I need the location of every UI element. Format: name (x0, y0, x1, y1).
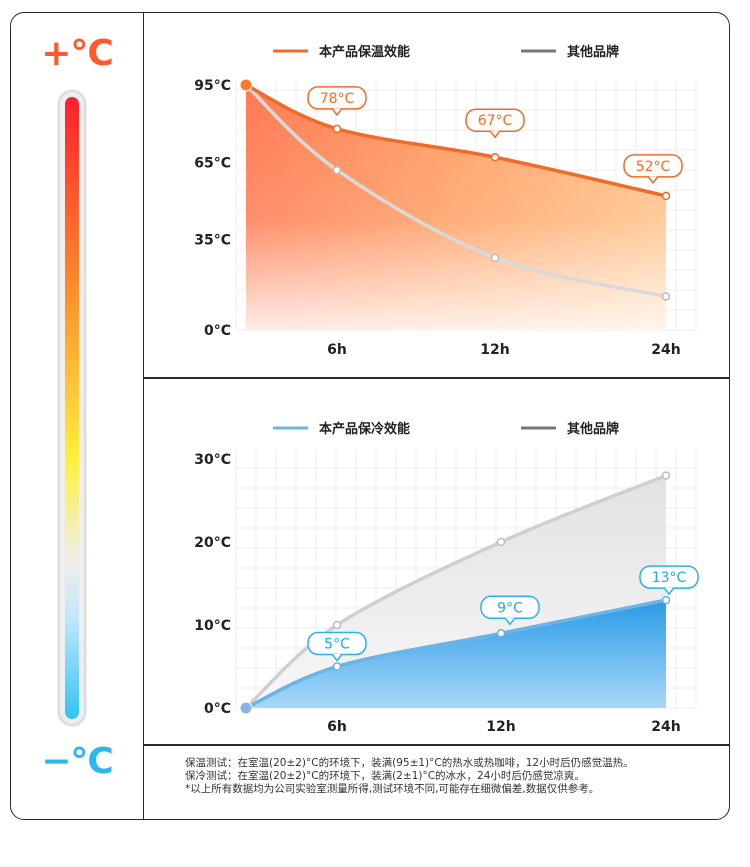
callout-2: 67°C (465, 108, 525, 139)
note-line-disclaimer: *以上所有数据均为公司实验室测量所得,测试环境不同,可能存在细微偏差,数据仅供参… (185, 783, 600, 795)
callout-1: 78°C (307, 86, 367, 117)
thermometer-panel: +°C −°C (11, 13, 144, 819)
callout-label: 5°C (324, 637, 350, 653)
y-tick-label: 35°C (194, 233, 231, 249)
callout-label: 13°C (652, 570, 687, 586)
area-fade (246, 85, 666, 330)
callout-label: 78°C (320, 91, 355, 107)
cold-lines (244, 473, 668, 710)
callout-3: 52°C (623, 154, 683, 185)
area-product (246, 600, 666, 708)
hot-label: +°C (41, 33, 114, 74)
callout-pointer (504, 617, 516, 626)
data-point-product (490, 152, 500, 162)
data-point-other-brand (332, 620, 342, 630)
callout-3: 13°C (639, 565, 699, 596)
test-notes: 保温测试：在室温(20±2)°C的环境下，装满(95±1)°C的热水或热咖啡，1… (185, 757, 725, 796)
series-line-product (244, 83, 668, 198)
callout-pointer (489, 130, 501, 139)
data-point-product (661, 595, 671, 605)
series-line-other-brand (244, 473, 668, 710)
heat-callouts: 78°C 67°C 52°C (307, 86, 683, 185)
note-line-cold: 保冷测试：在室温(20±2)°C的环境下，装满(2±1)°C的冰水，24小时后仍… (185, 770, 585, 782)
cold-legend: 本产品保冷效能 其他品牌 (273, 421, 619, 437)
chart-divider (143, 377, 729, 379)
callout-1: 5°C (307, 631, 367, 662)
heat-retention-chart: 78°C 67°C 52°C 0°C 35°C 65°C 95°C 6h 12h 24h 本产品… (194, 44, 697, 358)
data-point-other-brand (661, 292, 671, 301)
y-tick-label: 0°C (204, 323, 231, 339)
legend-label-product: 本产品保冷效能 (319, 421, 410, 437)
callout-label: 52°C (636, 159, 671, 175)
note-line-heat: 保温测试：在室温(20±2)°C的环境下，装满(95±1)°C的热水或热咖啡，1… (185, 757, 634, 769)
legend-label-other-brand: 其他品牌 (567, 44, 619, 60)
cold-retention-chart: 5°C 9°C 13°C 0°C 10°C 20°C 30°C 6h 12h 24h 本产品保冷… (194, 421, 699, 735)
data-point-other-brand (661, 471, 671, 480)
data-point-start (239, 78, 253, 92)
thermometer-bar (58, 90, 86, 726)
data-point-product (496, 629, 506, 638)
heat-lines (244, 83, 668, 299)
heat-legend: 本产品保温效能 其他品牌 (273, 44, 619, 60)
data-point-other-brand (490, 253, 500, 263)
y-tick-label: 10°C (194, 618, 231, 634)
y-tick-label: 95°C (194, 78, 231, 94)
legend-label-other-brand: 其他品牌 (567, 421, 619, 437)
data-point-product (332, 124, 342, 134)
data-point-other-brand (496, 537, 506, 547)
thermometer-gradient (65, 97, 79, 719)
heat-points (239, 78, 671, 301)
series-line-other-brand (244, 83, 668, 299)
cold-axes: 0°C 10°C 20°C 30°C 6h 12h 24h (194, 452, 680, 735)
y-tick-label: 65°C (194, 155, 231, 171)
notes-divider (143, 744, 729, 746)
y-tick-label: 20°C (194, 535, 231, 551)
x-tick-label: 6h (327, 342, 347, 358)
heat-axes: 0°C 35°C 65°C 95°C 6h 12h 24h (194, 78, 680, 358)
cold-label: −°C (41, 741, 114, 782)
data-point-other-brand (332, 165, 342, 175)
x-tick-label: 24h (651, 719, 680, 735)
y-tick-label: 30°C (194, 452, 231, 468)
data-point-start (239, 701, 253, 715)
x-tick-label: 24h (651, 342, 680, 358)
infographic-frame: +°C −°C 78°C 67°C 5 (10, 12, 730, 820)
data-point-product (332, 662, 342, 671)
x-tick-label: 12h (486, 719, 515, 735)
callout-pointer (663, 587, 675, 596)
x-tick-label: 6h (327, 719, 347, 735)
charts-panel: 78°C 67°C 52°C 0°C 35°C 65°C 95°C 6h 12h 24h 本产品… (143, 13, 729, 819)
cold-callouts: 5°C 9°C 13°C (307, 565, 699, 662)
callout-pointer (331, 653, 343, 662)
x-tick-label: 12h (480, 342, 509, 358)
callout-label: 9°C (497, 600, 523, 616)
legend-label-product: 本产品保温效能 (319, 44, 410, 60)
callout-pointer (647, 175, 659, 185)
data-point-product (661, 191, 671, 201)
series-line-product (244, 598, 668, 710)
callout-2: 9°C (480, 595, 540, 626)
cold-points (239, 471, 671, 715)
y-tick-label: 0°C (204, 701, 231, 717)
callout-label: 67°C (478, 113, 513, 129)
heat-areas (246, 85, 666, 330)
callout-pointer (331, 107, 343, 117)
